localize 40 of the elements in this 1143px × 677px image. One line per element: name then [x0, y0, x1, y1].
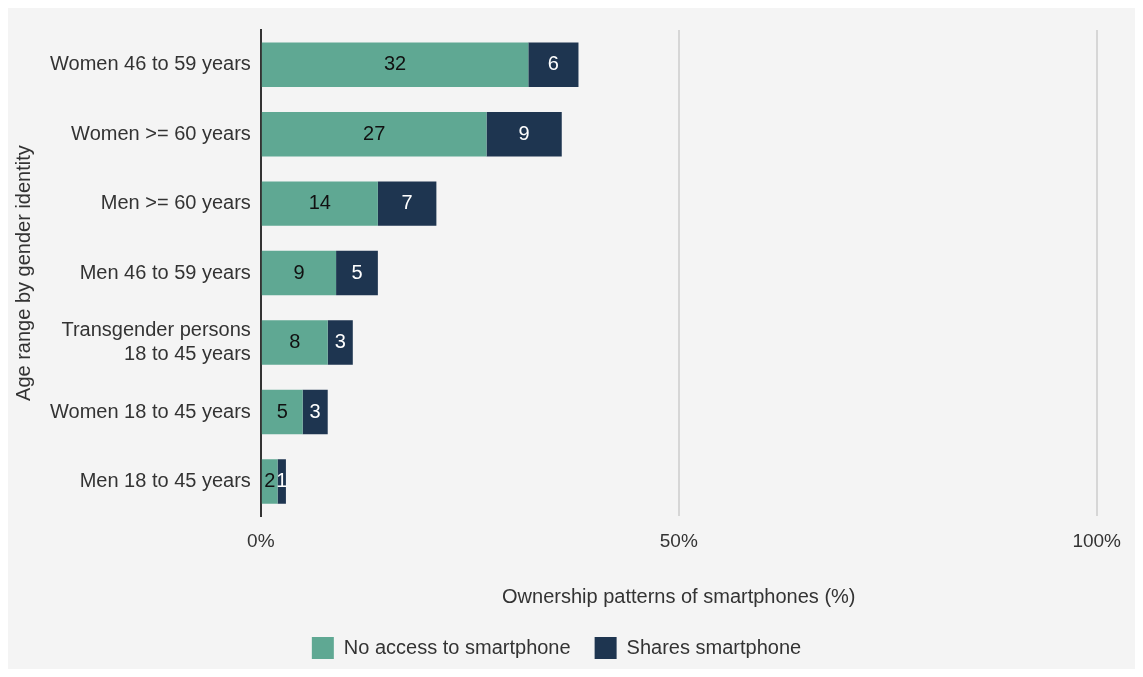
x-axis-title: Ownership patterns of smartphones (%)	[502, 584, 856, 607]
data-label: 32	[383, 52, 407, 75]
data-label: 3	[309, 399, 321, 422]
data-label: 3	[334, 330, 346, 353]
data-label: 9	[518, 121, 530, 144]
x-tick-label: 0%	[247, 529, 275, 551]
y-tick-label: Women 46 to 59 years	[49, 52, 251, 75]
data-label: 5	[351, 260, 363, 283]
bar	[261, 459, 278, 504]
y-tick-label: Men 18 to 45 years	[79, 468, 251, 491]
bar	[528, 42, 579, 87]
y-tick-label: Men >= 60 years	[100, 191, 251, 214]
y-tick-label: Men 46 to 59 years	[79, 260, 251, 283]
data-label: 9	[293, 260, 305, 283]
bar	[261, 320, 328, 365]
legend-label: No access to smartphone	[343, 635, 571, 658]
bar	[261, 250, 337, 296]
data-label: 2	[264, 468, 276, 491]
data-label: 14	[308, 191, 331, 214]
bar	[486, 111, 562, 157]
x-tick-label: 50%	[659, 529, 698, 551]
data-label: 6	[547, 52, 559, 75]
y-tick-label: Transgender persons 18 to 45 years	[61, 318, 251, 365]
data-label: 7	[401, 191, 413, 214]
bar	[261, 181, 378, 226]
data-label: 5	[276, 399, 288, 422]
y-tick-label: Women 18 to 45 years	[49, 399, 251, 422]
x-tick-label: 100%	[1072, 529, 1122, 551]
data-label: 8	[289, 330, 301, 353]
bar	[327, 320, 353, 365]
y-tick-label: Women >= 60 years	[71, 121, 251, 144]
legend-label: Shares smartphone	[626, 635, 802, 658]
bar	[261, 389, 303, 435]
bar	[302, 389, 328, 435]
bar	[261, 111, 487, 157]
bar	[377, 181, 437, 226]
data-label: 27	[363, 121, 386, 144]
y-axis-title: Age range by gender identity	[11, 145, 34, 401]
bar	[261, 42, 529, 87]
bar	[336, 250, 378, 296]
